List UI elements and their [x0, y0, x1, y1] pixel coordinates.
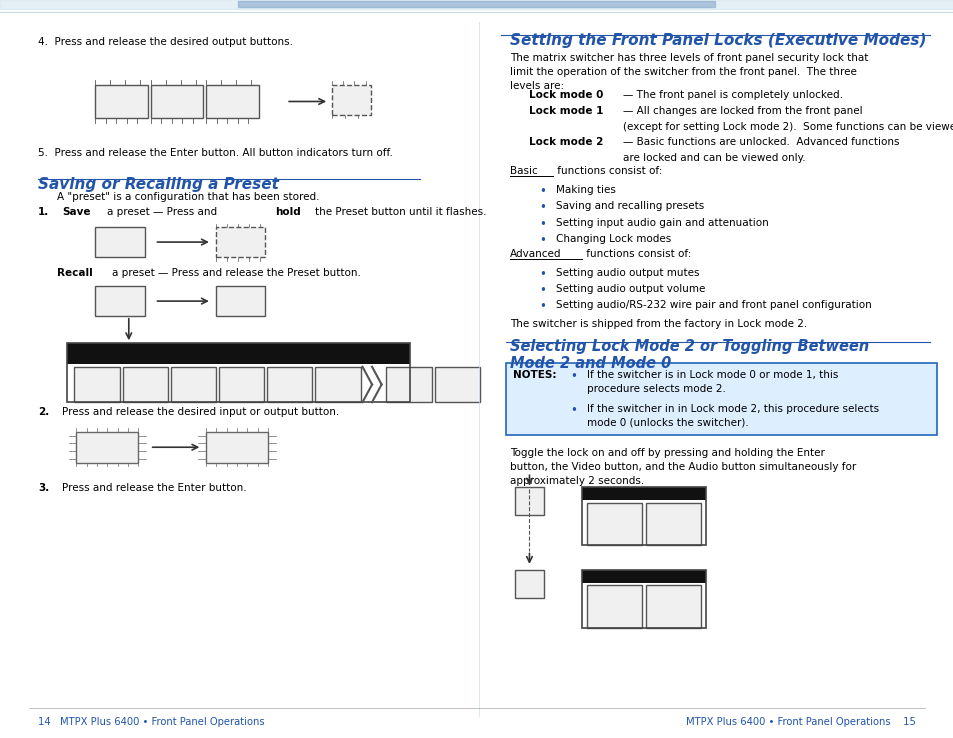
Text: A "preset" is a configuration that has been stored.: A "preset" is a configuration that has b…	[57, 192, 319, 202]
Text: 4.  Press and release the desired output buttons.: 4. Press and release the desired output …	[38, 37, 293, 47]
Text: Toggle the lock on and off by pressing and holding the Enter
button, the Video b: Toggle the lock on and off by pressing a…	[510, 448, 856, 486]
Text: •: •	[538, 284, 545, 297]
Text: — Basic functions are unlocked.  Advanced functions: — Basic functions are unlocked. Advanced…	[622, 137, 899, 148]
Text: •: •	[538, 234, 545, 247]
Text: Selecting Lock Mode 2 or Toggling Between: Selecting Lock Mode 2 or Toggling Betwee…	[510, 339, 868, 354]
Text: 3.: 3.	[38, 483, 50, 494]
Text: Press and release the desired input or output button.: Press and release the desired input or o…	[62, 407, 339, 418]
Text: Setting the Front Panel Locks (Executive Modes): Setting the Front Panel Locks (Executive…	[510, 33, 926, 48]
Bar	[435, 367, 479, 402]
Text: 2.: 2.	[38, 407, 50, 418]
Text: MTPX Plus 6400 • Front Panel Operations    15: MTPX Plus 6400 • Front Panel Operations …	[685, 717, 915, 728]
Text: Setting input audio gain and attenuation: Setting input audio gain and attenuation	[556, 218, 768, 228]
Text: •: •	[538, 300, 545, 314]
Text: Press and release the Enter button.: Press and release the Enter button.	[62, 483, 247, 494]
Text: hold: hold	[274, 207, 300, 217]
Text: •: •	[538, 218, 545, 231]
Bar	[0, 0, 953, 9]
Text: The switcher is shipped from the factory in Lock mode 2.: The switcher is shipped from the factory…	[510, 319, 807, 329]
Text: Saving and recalling presets: Saving and recalling presets	[556, 201, 703, 212]
Text: Saving or Recalling a Preset: Saving or Recalling a Preset	[38, 177, 278, 192]
Text: Setting audio output mutes: Setting audio output mutes	[556, 268, 699, 278]
Text: Basic: Basic	[510, 166, 537, 176]
Text: a preset — Press and: a preset — Press and	[107, 207, 216, 217]
Text: Setting audio/RS-232 wire pair and front panel configuration: Setting audio/RS-232 wire pair and front…	[556, 300, 871, 311]
Text: 1.: 1.	[38, 207, 50, 217]
Text: — All changes are locked from the front panel: — All changes are locked from the front …	[622, 106, 862, 117]
Text: Setting audio output volume: Setting audio output volume	[556, 284, 705, 294]
Bar	[95, 227, 145, 257]
Text: Save: Save	[62, 207, 91, 217]
Text: functions consist of:: functions consist of:	[582, 249, 691, 259]
Bar	[332, 85, 371, 114]
Bar	[581, 487, 705, 545]
Bar	[515, 570, 543, 598]
Bar	[646, 503, 700, 545]
Bar	[314, 367, 360, 402]
Text: 5.  Press and release the Enter button. All button indicators turn off.: 5. Press and release the Enter button. A…	[38, 148, 393, 158]
Text: are locked and can be viewed only.: are locked and can be viewed only.	[622, 153, 804, 163]
Bar	[122, 367, 168, 402]
Text: Changing Lock modes: Changing Lock modes	[556, 234, 671, 244]
Text: If the switcher in in Lock mode 2, this procedure selects
mode 0 (unlocks the sw: If the switcher in in Lock mode 2, this …	[586, 404, 878, 428]
Text: Lock mode 2: Lock mode 2	[529, 137, 603, 148]
Bar	[586, 585, 640, 628]
Text: •: •	[538, 185, 545, 199]
Text: Mode 2 and Mode 0: Mode 2 and Mode 0	[510, 356, 671, 371]
Bar	[206, 432, 268, 463]
Bar	[267, 367, 313, 402]
Bar	[581, 570, 705, 628]
Text: If the switcher is in Lock mode 0 or mode 1, this
procedure selects mode 2.: If the switcher is in Lock mode 0 or mod…	[586, 370, 837, 395]
Text: Recall: Recall	[57, 268, 92, 278]
Bar	[218, 367, 264, 402]
Bar	[206, 85, 258, 118]
Text: •: •	[570, 370, 577, 384]
Text: •: •	[538, 201, 545, 215]
Text: The matrix switcher has three levels of front panel security lock that
limit the: The matrix switcher has three levels of …	[510, 53, 868, 91]
Bar	[76, 432, 138, 463]
Bar	[586, 503, 640, 545]
Bar	[67, 343, 410, 402]
Text: Making ties: Making ties	[556, 185, 616, 196]
Bar	[74, 367, 120, 402]
Bar	[95, 85, 148, 118]
Text: a preset — Press and release the Preset button.: a preset — Press and release the Preset …	[112, 268, 360, 278]
Text: •: •	[538, 268, 545, 281]
Bar	[581, 487, 705, 500]
Text: Lock mode 1: Lock mode 1	[529, 106, 603, 117]
Bar	[215, 286, 265, 316]
Bar	[151, 85, 203, 118]
Text: (except for setting Lock mode 2).  Some functions can be viewed.: (except for setting Lock mode 2). Some f…	[622, 122, 953, 132]
Bar	[386, 367, 431, 402]
Bar	[238, 1, 715, 7]
Bar	[95, 286, 145, 316]
Text: — The front panel is completely unlocked.: — The front panel is completely unlocked…	[622, 90, 842, 100]
Bar	[215, 227, 265, 257]
Bar	[581, 570, 705, 583]
Text: Advanced: Advanced	[510, 249, 561, 259]
Text: Lock mode 0: Lock mode 0	[529, 90, 603, 100]
Bar	[646, 585, 700, 628]
Bar	[171, 367, 215, 402]
Text: 14   MTPX Plus 6400 • Front Panel Operations: 14 MTPX Plus 6400 • Front Panel Operatio…	[38, 717, 265, 728]
Text: NOTES:: NOTES:	[513, 370, 557, 381]
Text: the Preset button until it flashes.: the Preset button until it flashes.	[314, 207, 486, 217]
Text: •: •	[570, 404, 577, 417]
FancyBboxPatch shape	[505, 363, 936, 435]
Bar	[67, 343, 410, 364]
Bar	[515, 487, 543, 515]
Text: functions consist of:: functions consist of:	[554, 166, 662, 176]
